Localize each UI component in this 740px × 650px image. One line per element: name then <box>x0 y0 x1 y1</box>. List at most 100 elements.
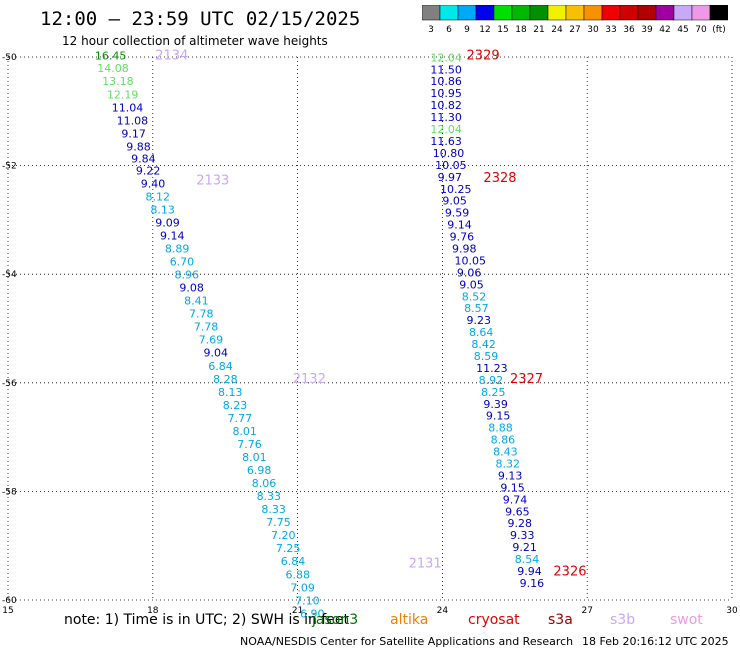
wave-height-value: 12.04 <box>430 51 462 64</box>
wave-height-value: 9.05 <box>459 278 484 291</box>
wave-height-value: 9.08 <box>179 282 204 295</box>
wave-height-value: 8.59 <box>474 350 499 363</box>
wave-height-value: 8.23 <box>223 399 248 412</box>
chart-subtitle: 12 hour collection of altimeter wave hei… <box>62 34 328 48</box>
y-tick-label: -58 <box>2 487 17 497</box>
wave-height-value: 9.15 <box>486 410 511 423</box>
wave-height-value: 7.76 <box>237 438 262 451</box>
colorbar-label: 30 <box>587 25 599 35</box>
y-tick-label: -50 <box>2 53 17 63</box>
wave-height-value: 9.94 <box>517 565 542 578</box>
colorbar-label: 3 <box>428 25 434 35</box>
wave-height-value: 9.04 <box>203 347 228 360</box>
wave-height-value: 9.14 <box>160 229 185 242</box>
colorbar-swatch <box>709 5 728 21</box>
wave-height-value: 7.10 <box>295 594 320 607</box>
wave-height-value: 9.06 <box>457 266 482 279</box>
colorbar-label: 45 <box>677 25 688 35</box>
colorbar-label: 36 <box>623 25 635 35</box>
wave-height-value: 6.88 <box>286 568 311 581</box>
wave-height-value: 13.18 <box>102 75 133 88</box>
colorbar-label: 27 <box>569 25 580 35</box>
wave-height-value: 8.12 <box>146 190 171 203</box>
wave-height-value: 8.52 <box>462 290 487 303</box>
colorbar-label: 6 <box>446 25 452 35</box>
footer-timestamp: 18 Feb 20:16:12 UTC 2025 <box>582 635 729 648</box>
wave-height-value: 12.19 <box>107 88 138 101</box>
wave-height-value: 8.28 <box>213 373 238 386</box>
wave-height-value: 8.13 <box>218 386 243 399</box>
wave-height-value: 7.69 <box>199 334 224 347</box>
wave-height-value: 9.74 <box>503 493 528 506</box>
wave-height-value: 11.30 <box>430 111 462 124</box>
wave-height-value: 8.43 <box>493 446 517 459</box>
wave-height-value: 7.78 <box>189 308 214 321</box>
wave-height-value: 6.70 <box>170 256 195 269</box>
wave-height-value: 9.33 <box>510 529 535 542</box>
wave-height-value: 6.90 <box>300 607 325 620</box>
wave-height-value: 16.45 <box>95 50 127 63</box>
wave-height-value: 8.06 <box>252 477 277 490</box>
colorbar: 3 6 9 12 15 18 21 24 27 30 33 36 39 42 45 70 (ft) <box>422 5 728 35</box>
colorbar-label: 12 <box>479 25 490 35</box>
wave-height-value: 9.59 <box>445 207 470 220</box>
wave-height-value: 9.15 <box>500 481 525 494</box>
wave-height-value: 6.84 <box>208 360 233 373</box>
track-time-label: 2131 <box>409 556 442 571</box>
y-tick-label: -60 <box>2 596 17 606</box>
x-tick-label: 27 <box>581 606 592 616</box>
y-tick-label: -54 <box>2 270 17 280</box>
wave-height-value: 9.23 <box>467 314 492 327</box>
wave-height-value: 11.04 <box>112 101 144 114</box>
colorbar-label: 33 <box>605 25 616 35</box>
colorbar-label: 42 <box>659 25 670 35</box>
wave-height-value: 9.09 <box>155 216 180 229</box>
track-time-label: 2327 <box>510 372 543 387</box>
wave-height-value: 9.21 <box>512 541 537 554</box>
wave-height-value: 8.01 <box>242 451 266 464</box>
wave-height-value: 9.39 <box>483 398 508 411</box>
track-time-label: 2134 <box>155 49 188 64</box>
x-tick-label: 15 <box>2 606 13 616</box>
colorbar-label: 24 <box>551 25 563 35</box>
wave-height-value: 8.96 <box>175 269 200 282</box>
satellite-s3b: s3b <box>610 612 636 628</box>
colorbar-label: (ft) <box>712 25 726 35</box>
track-time-label: 2133 <box>196 174 229 189</box>
satellite-jason3: jason3 <box>312 612 359 628</box>
wave-height-value: 11.23 <box>476 362 508 375</box>
colorbar-label: 21 <box>533 25 544 35</box>
y-tick-label: -56 <box>2 379 17 389</box>
wave-height-value: 14.08 <box>97 62 129 75</box>
wave-height-value: 6.84 <box>281 555 306 568</box>
x-tick-label: 24 <box>437 606 449 616</box>
x-tick-label: 18 <box>147 606 159 616</box>
x-tick-label: 30 <box>726 606 738 616</box>
y-tick-label: -52 <box>2 162 17 172</box>
wave-height-value: 8.33 <box>261 503 286 516</box>
wave-height-value: 8.32 <box>495 458 520 471</box>
colorbar-label: 70 <box>695 25 707 35</box>
wave-height-value: 8.89 <box>165 242 190 255</box>
wave-height-value: 8.01 <box>232 425 257 438</box>
wave-height-value: 9.13 <box>498 469 523 482</box>
colorbar-label: 9 <box>464 25 470 35</box>
wave-height-value: 7.78 <box>194 321 219 334</box>
track-time-label: 2132 <box>293 372 326 387</box>
wave-height-value: 9.22 <box>136 164 161 177</box>
wave-height-value: 8.92 <box>479 374 504 387</box>
wave-height-value: 11.63 <box>430 135 462 148</box>
wave-height-value: 10.80 <box>433 147 465 160</box>
wave-height-value: 8.33 <box>257 490 282 503</box>
wave-height-value: 7.77 <box>228 412 253 425</box>
wave-height-value: 9.14 <box>447 219 472 232</box>
wave-height-value: 10.05 <box>454 254 486 267</box>
wave-height-value: 10.25 <box>440 183 472 196</box>
wave-height-value: 9.98 <box>452 242 477 255</box>
wave-height-value: 9.88 <box>126 140 150 153</box>
track-time-label: 2326 <box>553 565 586 580</box>
x-tick-label: 21 <box>292 606 303 616</box>
satellite-swot: swot <box>670 612 703 628</box>
wave-height-value: 9.28 <box>508 517 533 530</box>
